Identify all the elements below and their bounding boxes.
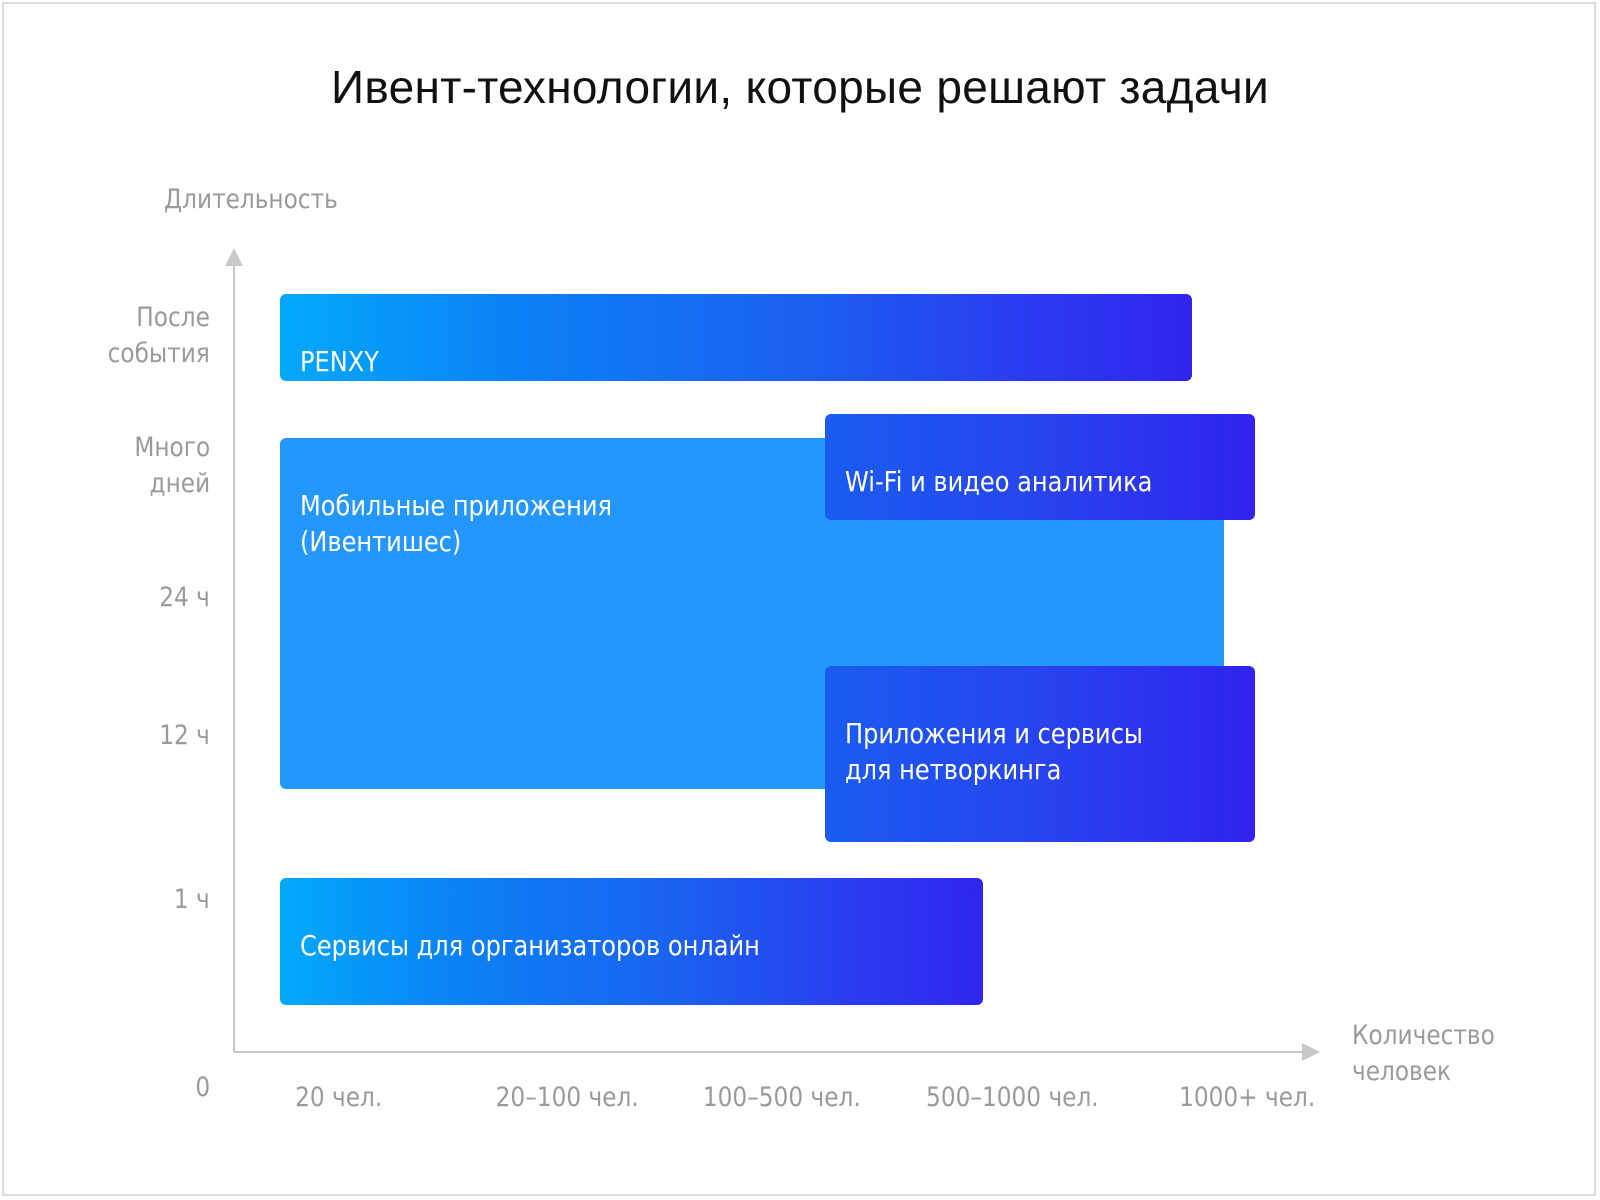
y-tick-1h: 1 ч xyxy=(174,884,210,915)
x-tick-20-100: 20–100 чел. xyxy=(495,1082,639,1113)
x-tick-20: 20 чел. xyxy=(295,1082,383,1113)
y-tick-many-days: Много дней xyxy=(134,432,210,499)
block-wifi-video: Wi-Fi и видео аналитика xyxy=(825,414,1255,520)
block-online-services: Сервисы для организаторов онлайн xyxy=(280,878,983,1005)
block-penxy-label: PENXY xyxy=(300,345,379,378)
origin-label: 0 xyxy=(195,1072,210,1103)
x-tick-1000-plus: 1000+ чел. xyxy=(1179,1082,1316,1113)
x-axis-title: Количество человек xyxy=(1352,1020,1495,1087)
y-axis-title: Длительность xyxy=(164,184,338,215)
block-networking: Приложения и сервисы для нетворкинга xyxy=(825,666,1255,842)
y-tick-24h: 24 ч xyxy=(159,582,210,613)
y-axis xyxy=(225,248,243,1052)
y-tick-12h: 12 ч xyxy=(159,720,210,751)
y-tick-after-event: После события xyxy=(107,302,210,369)
block-wifi-video-label: Wi-Fi и видео аналитика xyxy=(845,465,1153,498)
y-axis-arrow-icon xyxy=(225,248,243,266)
block-mobile-apps-label: Мобильные приложения (Ивентишес) xyxy=(300,489,613,558)
diagram-title: Ивент-технологии, которые решают задачи xyxy=(331,61,1269,113)
block-penxy: PENXY xyxy=(280,294,1192,381)
block-online-services-label: Сервисы для организаторов онлайн xyxy=(300,929,760,962)
block-networking-label: Приложения и сервисы для нетворкинга xyxy=(845,717,1143,786)
x-axis-arrow-icon xyxy=(1302,1043,1320,1061)
x-axis xyxy=(234,1043,1320,1061)
x-tick-100-500: 100–500 чел. xyxy=(702,1082,861,1113)
x-tick-500-1000: 500–1000 чел. xyxy=(926,1082,1099,1113)
